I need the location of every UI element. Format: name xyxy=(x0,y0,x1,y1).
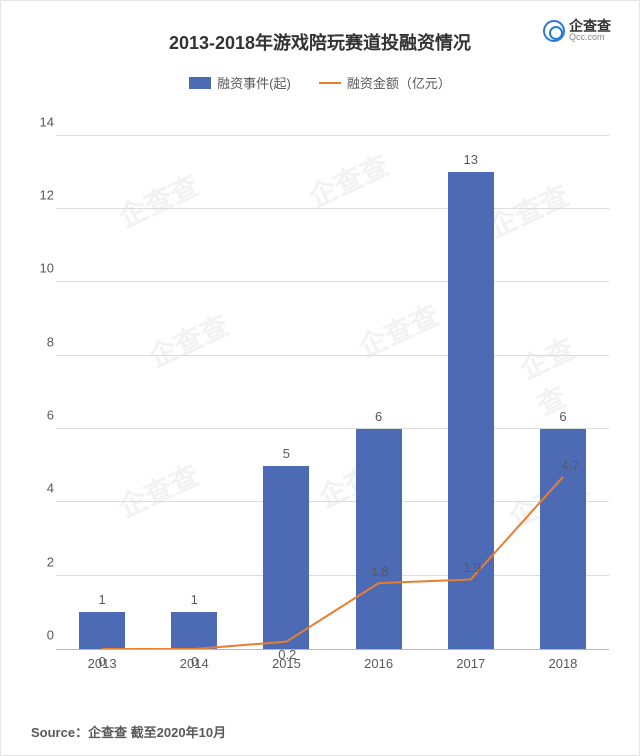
x-tick-label: 2018 xyxy=(517,650,609,680)
logo-icon xyxy=(543,20,565,42)
y-tick-label: 10 xyxy=(34,261,54,276)
bar: 1 xyxy=(171,612,217,649)
x-axis-labels: 201320142015201620172018 xyxy=(56,650,609,680)
legend-bar: 融资事件(起) xyxy=(189,73,291,92)
plot: 企查查企查查企查查企查查企查查企查查企查查企查查企查查 1156136 000.… xyxy=(56,100,609,680)
bar-value-label: 5 xyxy=(283,446,290,461)
line-value-label: 4.7 xyxy=(561,458,579,473)
line-value-label: 1.9 xyxy=(463,560,481,575)
bar-value-label: 1 xyxy=(191,592,198,607)
plot-area: 企查查企查查企查查企查查企查查企查查企查查企查查企查查 1156136 000.… xyxy=(56,100,609,650)
y-tick-label: 14 xyxy=(34,114,54,129)
bar-value-label: 6 xyxy=(375,409,382,424)
y-tick-label: 2 xyxy=(34,554,54,569)
bar-slot: 5 xyxy=(240,100,332,649)
bar-value-label: 13 xyxy=(464,152,478,167)
x-tick-label: 2013 xyxy=(56,650,148,680)
x-tick-label: 2016 xyxy=(333,650,425,680)
logo-en: Qcc.com xyxy=(569,33,611,42)
legend: 融资事件(起) 融资金额（亿元） xyxy=(31,73,609,92)
bar-slot: 1 xyxy=(148,100,240,649)
x-tick-label: 2015 xyxy=(240,650,332,680)
source-text: Source：企查查 截至2020年10月 xyxy=(31,722,226,741)
chart-title: 2013-2018年游戏陪玩赛道投融资情况 xyxy=(31,29,609,55)
bar-value-label: 6 xyxy=(559,409,566,424)
bar-slot: 1 xyxy=(56,100,148,649)
legend-bar-swatch xyxy=(189,77,211,89)
y-tick-label: 0 xyxy=(34,628,54,643)
y-tick-label: 12 xyxy=(34,188,54,203)
legend-line-swatch xyxy=(319,82,341,84)
bar-value-label: 1 xyxy=(98,592,105,607)
line-value-label: 1.8 xyxy=(371,564,389,579)
bar-slot: 6 xyxy=(517,100,609,649)
bar: 6 xyxy=(356,429,402,649)
x-tick-label: 2017 xyxy=(425,650,517,680)
x-tick-label: 2014 xyxy=(148,650,240,680)
logo-cn: 企查查 xyxy=(569,19,611,33)
y-tick-label: 6 xyxy=(34,408,54,423)
bars-group: 1156136 xyxy=(56,100,609,649)
brand-logo: 企查查 Qcc.com xyxy=(543,19,611,42)
bar: 5 xyxy=(263,466,309,649)
legend-line-label: 融资金额（亿元） xyxy=(347,73,451,92)
y-tick-label: 4 xyxy=(34,481,54,496)
legend-bar-label: 融资事件(起) xyxy=(217,73,291,92)
legend-line: 融资金额（亿元） xyxy=(319,73,451,92)
chart-container: 企查查 Qcc.com 2013-2018年游戏陪玩赛道投融资情况 融资事件(起… xyxy=(0,0,640,756)
bar: 1 xyxy=(79,612,125,649)
bar: 13 xyxy=(448,172,494,649)
y-tick-label: 8 xyxy=(34,334,54,349)
logo-text: 企查查 Qcc.com xyxy=(569,19,611,42)
